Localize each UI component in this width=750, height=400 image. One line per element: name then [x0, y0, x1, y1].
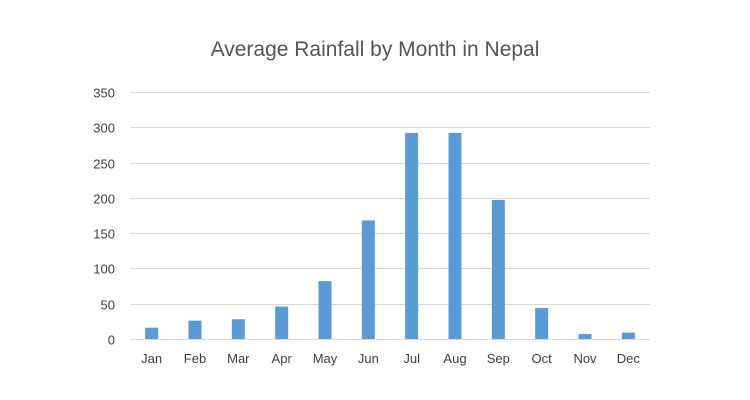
bar-oct — [535, 307, 549, 339]
bar-dec — [621, 332, 635, 339]
x-tick-label-jul: Jul — [403, 351, 420, 366]
x-tick-label-jan: Jan — [141, 351, 162, 366]
x-tick-label-jun: Jun — [358, 351, 379, 366]
x-tick-label-oct: Oct — [532, 351, 553, 366]
x-tick-label-sep: Sep — [487, 351, 510, 366]
y-tick-label: 250 — [93, 157, 115, 172]
bar-jun — [361, 220, 375, 339]
bar-nov — [578, 334, 592, 339]
bar-apr — [275, 306, 289, 339]
x-tick-label-nov: Nov — [573, 351, 597, 366]
y-tick-label: 150 — [93, 227, 115, 242]
x-tick-label-dec: Dec — [617, 351, 641, 366]
bar-aug — [448, 132, 462, 339]
bar-feb — [188, 320, 202, 339]
x-axis-ticks: Jan Feb Mar Apr May Jun Jul Aug Sep Oct Nov Dec — [141, 351, 640, 366]
bars — [145, 132, 635, 339]
bar-jan — [145, 327, 159, 339]
y-tick-label: 350 — [93, 86, 115, 101]
x-tick-label-may: May — [313, 351, 338, 366]
y-axis-ticks: 0 50 100 150 200 250 300 350 — [93, 86, 115, 348]
y-tick-label: 100 — [93, 262, 115, 277]
bar-jul — [405, 132, 419, 339]
x-tick-label-mar: Mar — [227, 351, 250, 366]
y-tick-label: 0 — [108, 333, 115, 348]
bar-may — [318, 281, 332, 339]
y-tick-label: 50 — [101, 298, 115, 313]
y-tick-label: 300 — [93, 121, 115, 136]
x-tick-label-aug: Aug — [443, 351, 466, 366]
x-tick-label-apr: Apr — [272, 351, 293, 366]
bar-mar — [231, 319, 245, 339]
bar-sep — [491, 199, 505, 339]
chart-title: Average Rainfall by Month in Nepal — [210, 38, 540, 61]
x-tick-label-feb: Feb — [184, 351, 206, 366]
gridlines — [130, 92, 650, 340]
y-tick-label: 200 — [93, 192, 115, 207]
